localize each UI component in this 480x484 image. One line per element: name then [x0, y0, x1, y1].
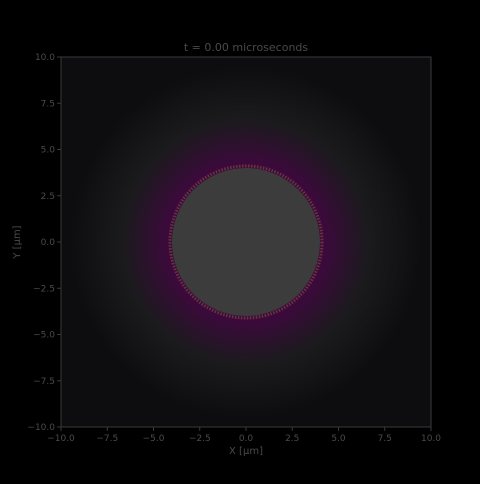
x-tick-label: 0.0 [239, 434, 254, 444]
x-tick-label: 10.0 [421, 434, 441, 444]
x-tick-label: 7.5 [378, 434, 392, 444]
y-tick-label: 2.5 [41, 192, 55, 202]
x-tick-label: −5.0 [143, 434, 165, 444]
y-axis-label: Y [μm] [12, 225, 23, 259]
core-edge-ring [168, 164, 324, 320]
y-tick-label: −7.5 [33, 377, 55, 387]
y-tick-label: 10.0 [35, 53, 55, 63]
x-tick-label: −7.5 [96, 434, 118, 444]
y-tick-label: −10.0 [27, 423, 55, 433]
y-tick-label: 7.5 [41, 99, 55, 109]
y-tick-label: 0.0 [41, 238, 56, 248]
field-layer [70, 66, 422, 418]
central-core-disk [172, 168, 320, 316]
x-tick-label: −2.5 [189, 434, 211, 444]
x-tick-label: −10.0 [47, 434, 75, 444]
y-tick-label: −5.0 [33, 331, 55, 341]
x-tick-label: 5.0 [331, 434, 346, 444]
x-axis-ticks: −10.0 −7.5 −5.0 −2.5 0.0 2.5 5.0 7.5 10.0 [47, 427, 441, 444]
x-axis-label: X [μm] [229, 446, 263, 457]
chart-title: t = 0.00 microseconds [184, 41, 309, 54]
y-axis-ticks: 10.0 7.5 5.0 2.5 0.0 −2.5 −5.0 −7.5 −10.0 [27, 53, 61, 433]
y-tick-label: 5.0 [41, 146, 56, 156]
x-tick-label: 2.5 [285, 434, 299, 444]
y-tick-label: −2.5 [33, 284, 55, 294]
